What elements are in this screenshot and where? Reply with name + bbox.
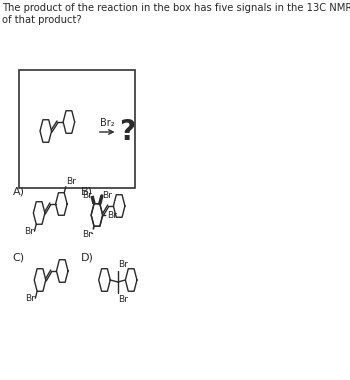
Text: Br: Br xyxy=(66,177,76,186)
Text: Br₂: Br₂ xyxy=(100,118,114,128)
Text: Br: Br xyxy=(24,227,34,236)
Text: Br: Br xyxy=(118,295,128,304)
Text: Br: Br xyxy=(25,294,35,303)
Text: A): A) xyxy=(13,187,25,197)
FancyBboxPatch shape xyxy=(19,70,135,188)
Text: C): C) xyxy=(13,252,25,262)
Text: Br: Br xyxy=(82,230,92,239)
Text: Br: Br xyxy=(107,212,117,220)
Text: D): D) xyxy=(81,252,94,262)
Text: The product of the reaction in the box has five signals in the 13C NMR. What is : The product of the reaction in the box h… xyxy=(2,3,350,25)
Text: Br: Br xyxy=(82,192,92,200)
Text: Br: Br xyxy=(118,260,128,269)
Text: ?: ? xyxy=(119,118,135,146)
Text: B): B) xyxy=(81,187,93,197)
Text: Br: Br xyxy=(102,192,112,200)
